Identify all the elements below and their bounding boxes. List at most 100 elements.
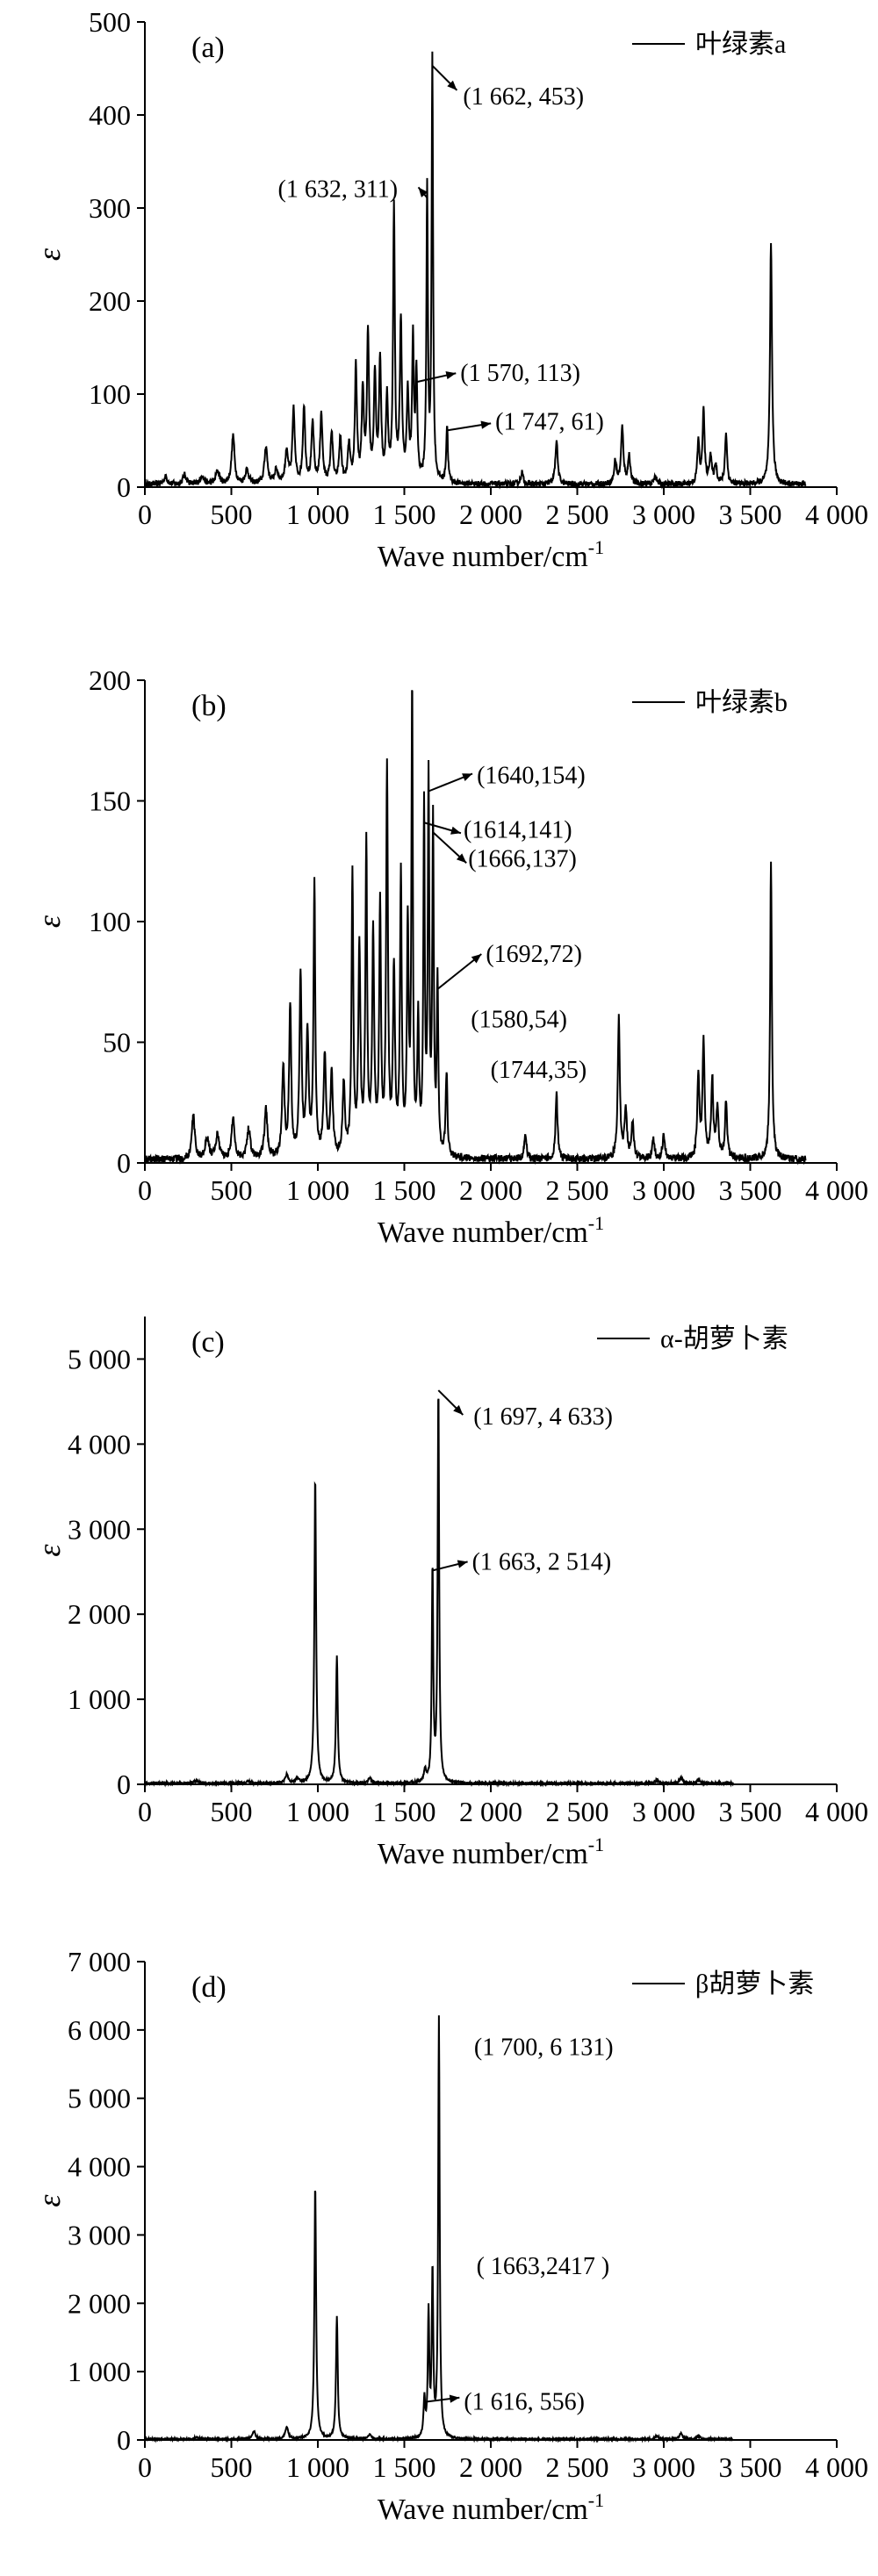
x-axis-title-text: Wave number/cm: [378, 1216, 588, 1249]
x-axis-title: Wave number/cm-1: [378, 1212, 604, 1249]
annotation-label: (1 570, 113): [460, 360, 580, 387]
x-tick-label: 2 000: [459, 499, 522, 530]
x-tick-label: 4 000: [805, 1174, 868, 1206]
y-axis-title: ε: [32, 248, 67, 261]
y-tick-label: 5 000: [68, 1343, 131, 1374]
y-tick-label: 6 000: [68, 2014, 131, 2046]
y-tick-label: 100: [89, 378, 131, 410]
y-tick-label: 0: [117, 2424, 131, 2456]
y-tick-label: 150: [89, 786, 131, 817]
y-tick-label: 4 000: [68, 1428, 131, 1460]
annotation-arrowhead: [456, 853, 467, 864]
y-tick-label: 4 000: [68, 2151, 131, 2183]
annotation-label: (1 663, 2 514): [472, 1548, 612, 1575]
x-axis-title-superscript: -1: [588, 2489, 604, 2511]
y-tick-label: 500: [89, 6, 131, 38]
y-tick-label: 0: [117, 471, 131, 503]
y-axis-title: ε: [32, 1544, 67, 1557]
annotation-arrowhead: [462, 773, 473, 781]
chart-panel-2: 0 500 1 000 1 500 2 000 2 500 3 000 3 500 4 000 0…: [32, 664, 868, 1249]
x-axis-title-text: Wave number/cm: [378, 2493, 588, 2526]
x-tick-label: 1 000: [286, 2451, 349, 2483]
annotation-arrowhead: [480, 420, 492, 429]
x-tick-label: 2 500: [546, 1174, 609, 1206]
x-axis-title-superscript: -1: [588, 1833, 604, 1855]
x-tick-label: 500: [211, 1174, 253, 1206]
x-tick-label: 1 500: [373, 499, 436, 530]
x-tick-label: 1 500: [373, 1174, 436, 1206]
annotation-label: ( 1663,2417 ): [477, 2253, 610, 2280]
x-tick-label: 3 500: [719, 1796, 782, 1827]
x-axis-title: Wave number/cm-1: [378, 1833, 604, 1870]
x-tick-label: 3 500: [719, 2451, 782, 2483]
x-tick-label: 4 000: [805, 499, 868, 530]
chart-panel-1: 0 500 1 000 1 500 2 000 2 500 3 000 3 500 4 000 0…: [32, 6, 868, 573]
y-tick-label: 300: [89, 192, 131, 224]
annotation-label: (1 632, 311): [278, 176, 399, 203]
annotation-label: (1614,141): [464, 816, 572, 843]
spectrum-line: [144, 2015, 734, 2443]
y-tick-label: 200: [89, 664, 131, 696]
x-tick-label: 500: [211, 2451, 253, 2483]
panel-label: (d): [191, 1971, 227, 2004]
x-tick-label: 2 500: [546, 499, 609, 530]
chart-panel-4: 0 500 1 000 1 500 2 000 2 500 3 000 3 500 4 000 0…: [32, 1946, 868, 2526]
x-axis-title: Wave number/cm-1: [378, 2489, 604, 2526]
annotation-arrowhead: [453, 1404, 464, 1416]
annotation-arrowhead: [445, 371, 457, 380]
x-tick-label: 0: [138, 1796, 152, 1827]
x-tick-label: 2 500: [546, 1796, 609, 1827]
y-tick-label: 2 000: [68, 2287, 131, 2319]
annotation-label: (1580,54): [471, 1007, 567, 1034]
x-tick-label: 500: [211, 499, 253, 530]
annotation-label: (1 697, 4 633): [473, 1403, 613, 1431]
legend-label: 叶绿素b: [695, 688, 788, 717]
annotation-label: (1692,72): [486, 941, 582, 968]
annotation-label: (1666,137): [468, 845, 577, 872]
y-tick-label: 5 000: [68, 2083, 131, 2114]
x-tick-label: 3 000: [632, 1796, 695, 1827]
x-axis-title-text: Wave number/cm: [378, 1838, 588, 1870]
x-tick-label: 1 000: [286, 499, 349, 530]
y-tick-label: 200: [89, 285, 131, 317]
x-tick-label: 500: [211, 1796, 253, 1827]
x-tick-label: 3 500: [719, 499, 782, 530]
spectrum-line: [144, 1398, 734, 1788]
x-tick-label: 4 000: [805, 1796, 868, 1827]
panel-label: (a): [191, 32, 225, 64]
y-tick-label: 3 000: [68, 1513, 131, 1545]
annotation-arrowhead: [450, 826, 461, 835]
annotation-label: (1 747, 61): [495, 408, 604, 435]
x-tick-label: 0: [138, 1174, 152, 1206]
y-axis-title: ε: [32, 915, 67, 928]
x-axis-title-text: Wave number/cm: [378, 541, 588, 573]
annotation-label: (1640,154): [477, 763, 586, 790]
legend-label: β胡萝卜素: [695, 1970, 814, 1998]
y-tick-label: 1 000: [68, 1683, 131, 1715]
y-tick-label: 7 000: [68, 1946, 131, 1977]
annotation-arrowhead: [449, 2394, 460, 2403]
x-tick-label: 1 500: [373, 2451, 436, 2483]
spectrum-line: [144, 51, 807, 490]
x-tick-label: 2 000: [459, 1796, 522, 1827]
y-tick-label: 1 000: [68, 2356, 131, 2387]
x-tick-label: 2 000: [459, 2451, 522, 2483]
legend-label: 叶绿素a: [695, 30, 786, 59]
annotation-arrowhead: [418, 187, 428, 197]
y-tick-label: 0: [117, 1769, 131, 1800]
x-axis-title-superscript: -1: [588, 536, 604, 558]
x-tick-label: 3 000: [632, 2451, 695, 2483]
annotation-arrowhead: [447, 80, 457, 90]
x-tick-label: 2 000: [459, 1174, 522, 1206]
annotation-label: (1744,35): [491, 1057, 587, 1084]
y-axis-title: ε: [32, 2194, 67, 2207]
y-tick-label: 2 000: [68, 1598, 131, 1630]
y-tick-label: 50: [103, 1027, 131, 1058]
x-tick-label: 1 000: [286, 1174, 349, 1206]
y-tick-label: 0: [117, 1147, 131, 1179]
x-tick-label: 0: [138, 2451, 152, 2483]
x-tick-label: 1 500: [373, 1796, 436, 1827]
y-tick-label: 400: [89, 99, 131, 131]
annotation-label: (1 616, 556): [464, 2389, 585, 2416]
y-tick-label: 100: [89, 906, 131, 937]
